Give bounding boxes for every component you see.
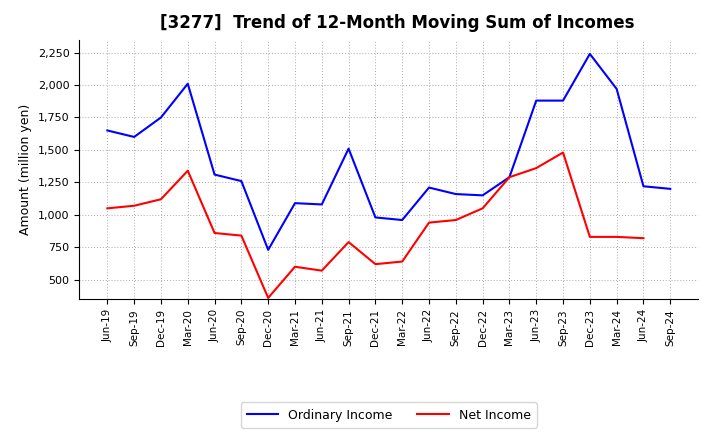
Y-axis label: Amount (million yen): Amount (million yen) [19,104,32,235]
Ordinary Income [666,186,675,191]
Ordinary Income [532,98,541,103]
Net Income [103,205,112,211]
Net Income [559,150,567,155]
Net Income [585,234,594,239]
Net Income [344,239,353,245]
Net Income [371,261,379,267]
Ordinary Income [130,134,138,139]
Ordinary Income [585,51,594,56]
Ordinary Income [318,202,326,207]
Net Income [318,268,326,273]
Net Income [425,220,433,225]
Ordinary Income [612,86,621,92]
Net Income [478,205,487,211]
Ordinary Income [103,128,112,133]
Net Income [505,175,514,180]
Line: Net Income: Net Income [107,153,644,298]
Ordinary Income [344,146,353,151]
Ordinary Income [451,191,460,197]
Net Income [291,264,300,269]
Ordinary Income [398,217,407,223]
Ordinary Income [559,98,567,103]
Net Income [398,259,407,264]
Ordinary Income [237,179,246,184]
Net Income [264,295,272,301]
Text: [3277]  Trend of 12-Month Moving Sum of Incomes: [3277] Trend of 12-Month Moving Sum of I… [160,15,634,33]
Net Income [532,165,541,171]
Ordinary Income [478,193,487,198]
Ordinary Income [371,215,379,220]
Ordinary Income [210,172,219,177]
Ordinary Income [157,115,166,120]
Net Income [612,234,621,239]
Ordinary Income [505,175,514,180]
Ordinary Income [639,183,648,189]
Net Income [451,217,460,223]
Net Income [130,203,138,209]
Ordinary Income [291,201,300,206]
Net Income [157,197,166,202]
Line: Ordinary Income: Ordinary Income [107,54,670,250]
Ordinary Income [264,247,272,253]
Net Income [237,233,246,238]
Net Income [210,231,219,236]
Ordinary Income [184,81,192,86]
Net Income [639,235,648,241]
Legend: Ordinary Income, Net Income: Ordinary Income, Net Income [240,403,537,428]
Ordinary Income [425,185,433,190]
Net Income [184,168,192,173]
